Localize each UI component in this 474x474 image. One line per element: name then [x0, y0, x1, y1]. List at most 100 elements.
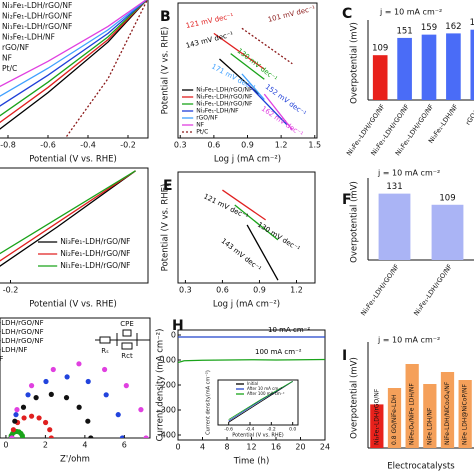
plot-area	[228, 381, 293, 423]
point	[85, 378, 91, 385]
bar	[440, 372, 455, 448]
x-axis-label: Time (h)	[233, 457, 270, 467]
value-label: 151	[396, 26, 412, 36]
line	[0, 0, 147, 88]
point	[42, 419, 49, 426]
x-axis-label: Potential (V vs. RHE)	[232, 433, 284, 439]
legend-label: rGO/NF	[0, 355, 3, 363]
point	[43, 378, 49, 385]
line	[0, 0, 148, 117]
circuit-cpe	[122, 329, 132, 337]
x-tick-label: 16	[271, 443, 281, 452]
point	[103, 392, 109, 398]
bar	[446, 33, 461, 100]
legend-label: Ni₂Fe₁-LDH/rGO/NF	[0, 328, 44, 336]
point	[115, 412, 121, 418]
value-label: 171	[470, 18, 474, 28]
bar	[405, 364, 419, 448]
point	[76, 404, 82, 410]
point	[28, 413, 35, 419]
panel: Electrocatalysts Overpotential (mV)Ij = 1…	[342, 336, 474, 472]
point	[48, 435, 54, 438]
bar	[397, 37, 412, 100]
x-tick-label: 24	[320, 443, 330, 452]
plot-area	[222, 189, 279, 281]
legend-label: Ni₁Fe₁-LDH/rGO/NF	[2, 22, 72, 31]
point	[13, 412, 19, 418]
point	[10, 427, 17, 433]
x-tick-label: 1.2	[275, 141, 288, 150]
line	[0, 170, 136, 262]
line	[0, 0, 148, 97]
bar	[387, 388, 402, 448]
x-tick-label: 1.2	[290, 286, 303, 295]
x-tick-label: 0	[3, 441, 8, 450]
line	[0, 0, 148, 107]
x-tick-label: 4	[200, 443, 205, 452]
legend-label: Ni₁Fe₁-LDH/rGO/NF	[196, 101, 253, 108]
y-tick-label: 0	[171, 331, 176, 340]
x-tick-label: 0.6	[216, 286, 229, 295]
x-tick-label: 0.6	[208, 141, 221, 150]
point	[50, 366, 56, 373]
line	[0, 0, 148, 130]
bar	[431, 204, 464, 260]
y-axis-label: Potential (V vs. RHE)	[161, 27, 171, 115]
point	[21, 415, 27, 421]
x-tick-label: -0.2	[267, 427, 276, 433]
frame	[217, 379, 299, 426]
point	[138, 407, 144, 413]
x-axis-label: Z'/ohm	[60, 455, 90, 465]
line	[0, 170, 136, 267]
chart-title: j = 10 mA cm⁻²	[377, 336, 440, 345]
panel-letter: B	[160, 9, 171, 25]
panel: 0 2 4 6 Z'/ohm Ni₃Fe₁-LDH/rGO/NFNi₂Fe₁-LDH/rG…	[0, 317, 151, 465]
line	[222, 189, 266, 221]
point	[63, 395, 70, 401]
panel-letter: F	[342, 192, 352, 208]
value-label: 109	[439, 193, 455, 203]
x-tick-label: -0.8	[0, 141, 16, 150]
plot-area	[213, 27, 293, 131]
x-tick-label: 6	[122, 441, 127, 450]
y-axis-label: Current density(mA cm⁻²)	[206, 370, 212, 435]
line	[228, 381, 293, 420]
circuit-rct	[121, 342, 133, 350]
frame	[0, 317, 151, 439]
x-tick-label: rGO/NF	[464, 102, 474, 126]
point	[28, 383, 35, 389]
point	[47, 427, 53, 433]
legend-label: Ni₃Fe₁-LDH/rGO/NF	[60, 237, 130, 246]
point	[102, 366, 108, 373]
point	[88, 435, 94, 438]
x-tick-label: -0.2	[3, 286, 19, 295]
legend-label: Ni₃Fe₁-LDH/rGO/NF	[196, 87, 253, 94]
x-tick-label: 2	[43, 441, 48, 450]
legend-label: Ni₃Fe₁-LDH/NF	[2, 33, 55, 42]
bar-label: NiFe-LDH/NiCo₂O₄/NF	[444, 381, 451, 445]
x-tick-label: 0.9	[241, 141, 254, 150]
y-axis-label: Potential (V vs. RHE)	[161, 184, 171, 272]
circuit-rs	[99, 336, 111, 344]
bar-label: NiFe LDH@NiCoP/NF	[462, 384, 469, 445]
value-label: 159	[421, 23, 437, 33]
line	[246, 224, 279, 281]
point	[36, 415, 42, 421]
value-label: 109	[372, 44, 388, 54]
legend-label: Ni₃Fe₁-LDH/NF	[0, 346, 27, 354]
x-tick-label: -0.2	[120, 141, 136, 150]
y-axis-label: Current density (mA cm⁻²)	[156, 329, 166, 442]
panel-letter: H	[172, 318, 184, 334]
bar	[372, 55, 388, 100]
bar-label: NiFe₂O₄/NiFe LDH/NF	[409, 383, 416, 445]
x-tick-label: -0.4	[246, 427, 255, 433]
panel-letter: I	[342, 348, 347, 364]
x-axis-label: Log j (mA cm⁻²)	[214, 155, 281, 165]
point	[12, 418, 18, 424]
x-axis-label: Potential (V vs. RHE)	[29, 300, 117, 310]
circuit-label: CPE	[120, 320, 134, 328]
plot-area	[0, 170, 136, 267]
x-tick-label: 20	[295, 443, 305, 452]
legend-label: Ni₃Fe₁-LDH/NF	[196, 108, 239, 115]
bar-label: NiFe LDH/NF	[426, 407, 433, 445]
